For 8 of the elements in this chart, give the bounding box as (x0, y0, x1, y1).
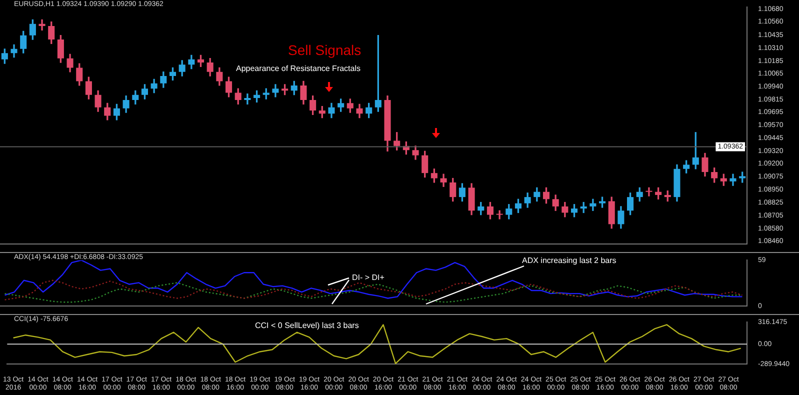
annotation: DI- > DI+ (352, 273, 384, 282)
annotation: CCI < 0 SellLevel) last 3 bars (255, 321, 359, 330)
candlestick (599, 196, 606, 208)
annotation: Appearance of Resistance Fractals (236, 64, 361, 73)
annotation: ADX increasing last 2 bars (522, 256, 616, 265)
annotation: Sell Signals (288, 42, 362, 58)
candlestick (739, 172, 746, 183)
candlestick (262, 88, 270, 100)
